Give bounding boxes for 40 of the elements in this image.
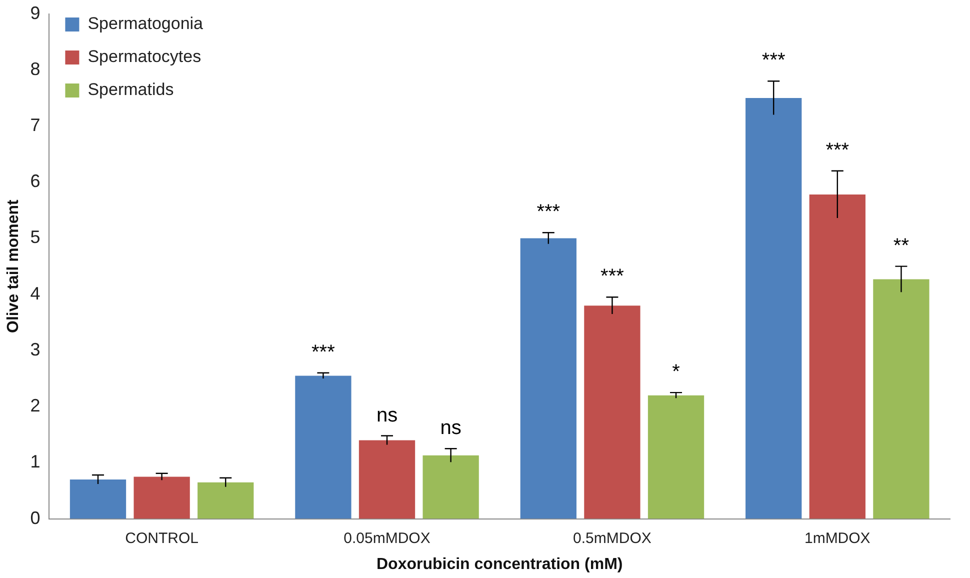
y-tick-label: 5 (30, 227, 40, 248)
data-label: *** (600, 266, 624, 288)
bar (873, 279, 930, 519)
y-tick-label: 3 (30, 339, 40, 360)
y-axis-title: Olive tail moment (5, 198, 22, 333)
data-label: *** (312, 341, 336, 364)
bar (70, 480, 126, 519)
bar (584, 306, 640, 519)
legend-label: Spermatocytes (88, 47, 202, 66)
y-tick-label: 8 (30, 58, 40, 79)
legend-label: Spermatids (88, 80, 174, 100)
bar (295, 376, 352, 519)
data-label: *** (762, 50, 786, 72)
data-label: *** (536, 201, 560, 224)
y-tick-label: 7 (30, 114, 40, 135)
x-axis-title: Doxorubicin concentration (mM) (376, 556, 623, 573)
bar (198, 482, 254, 519)
x-tick-label: 0.5mMDOX (573, 530, 652, 547)
bar (422, 455, 479, 519)
x-tick-label: CONTROL (125, 530, 198, 547)
bar (809, 194, 866, 519)
bar (520, 238, 576, 519)
data-label: ns (376, 404, 398, 426)
data-label: * (672, 361, 680, 384)
data-label: ** (893, 234, 910, 257)
bar (648, 395, 704, 519)
bar (746, 98, 802, 519)
y-tick-label: 0 (30, 508, 40, 528)
y-tick-label: 9 (30, 2, 40, 23)
legend-label: Spermatogonia (88, 14, 204, 34)
x-tick-label: 1mMDOX (804, 530, 870, 547)
y-tick-label: 2 (30, 396, 40, 416)
bar (358, 440, 416, 519)
y-tick-label: 4 (30, 283, 40, 304)
bar (134, 476, 190, 519)
data-label: ns (440, 417, 462, 440)
y-tick-label: 6 (30, 171, 40, 192)
y-tick-label: 1 (30, 452, 40, 472)
data-label: *** (826, 139, 850, 162)
x-tick-label: 0.05mMDOX (344, 530, 430, 547)
